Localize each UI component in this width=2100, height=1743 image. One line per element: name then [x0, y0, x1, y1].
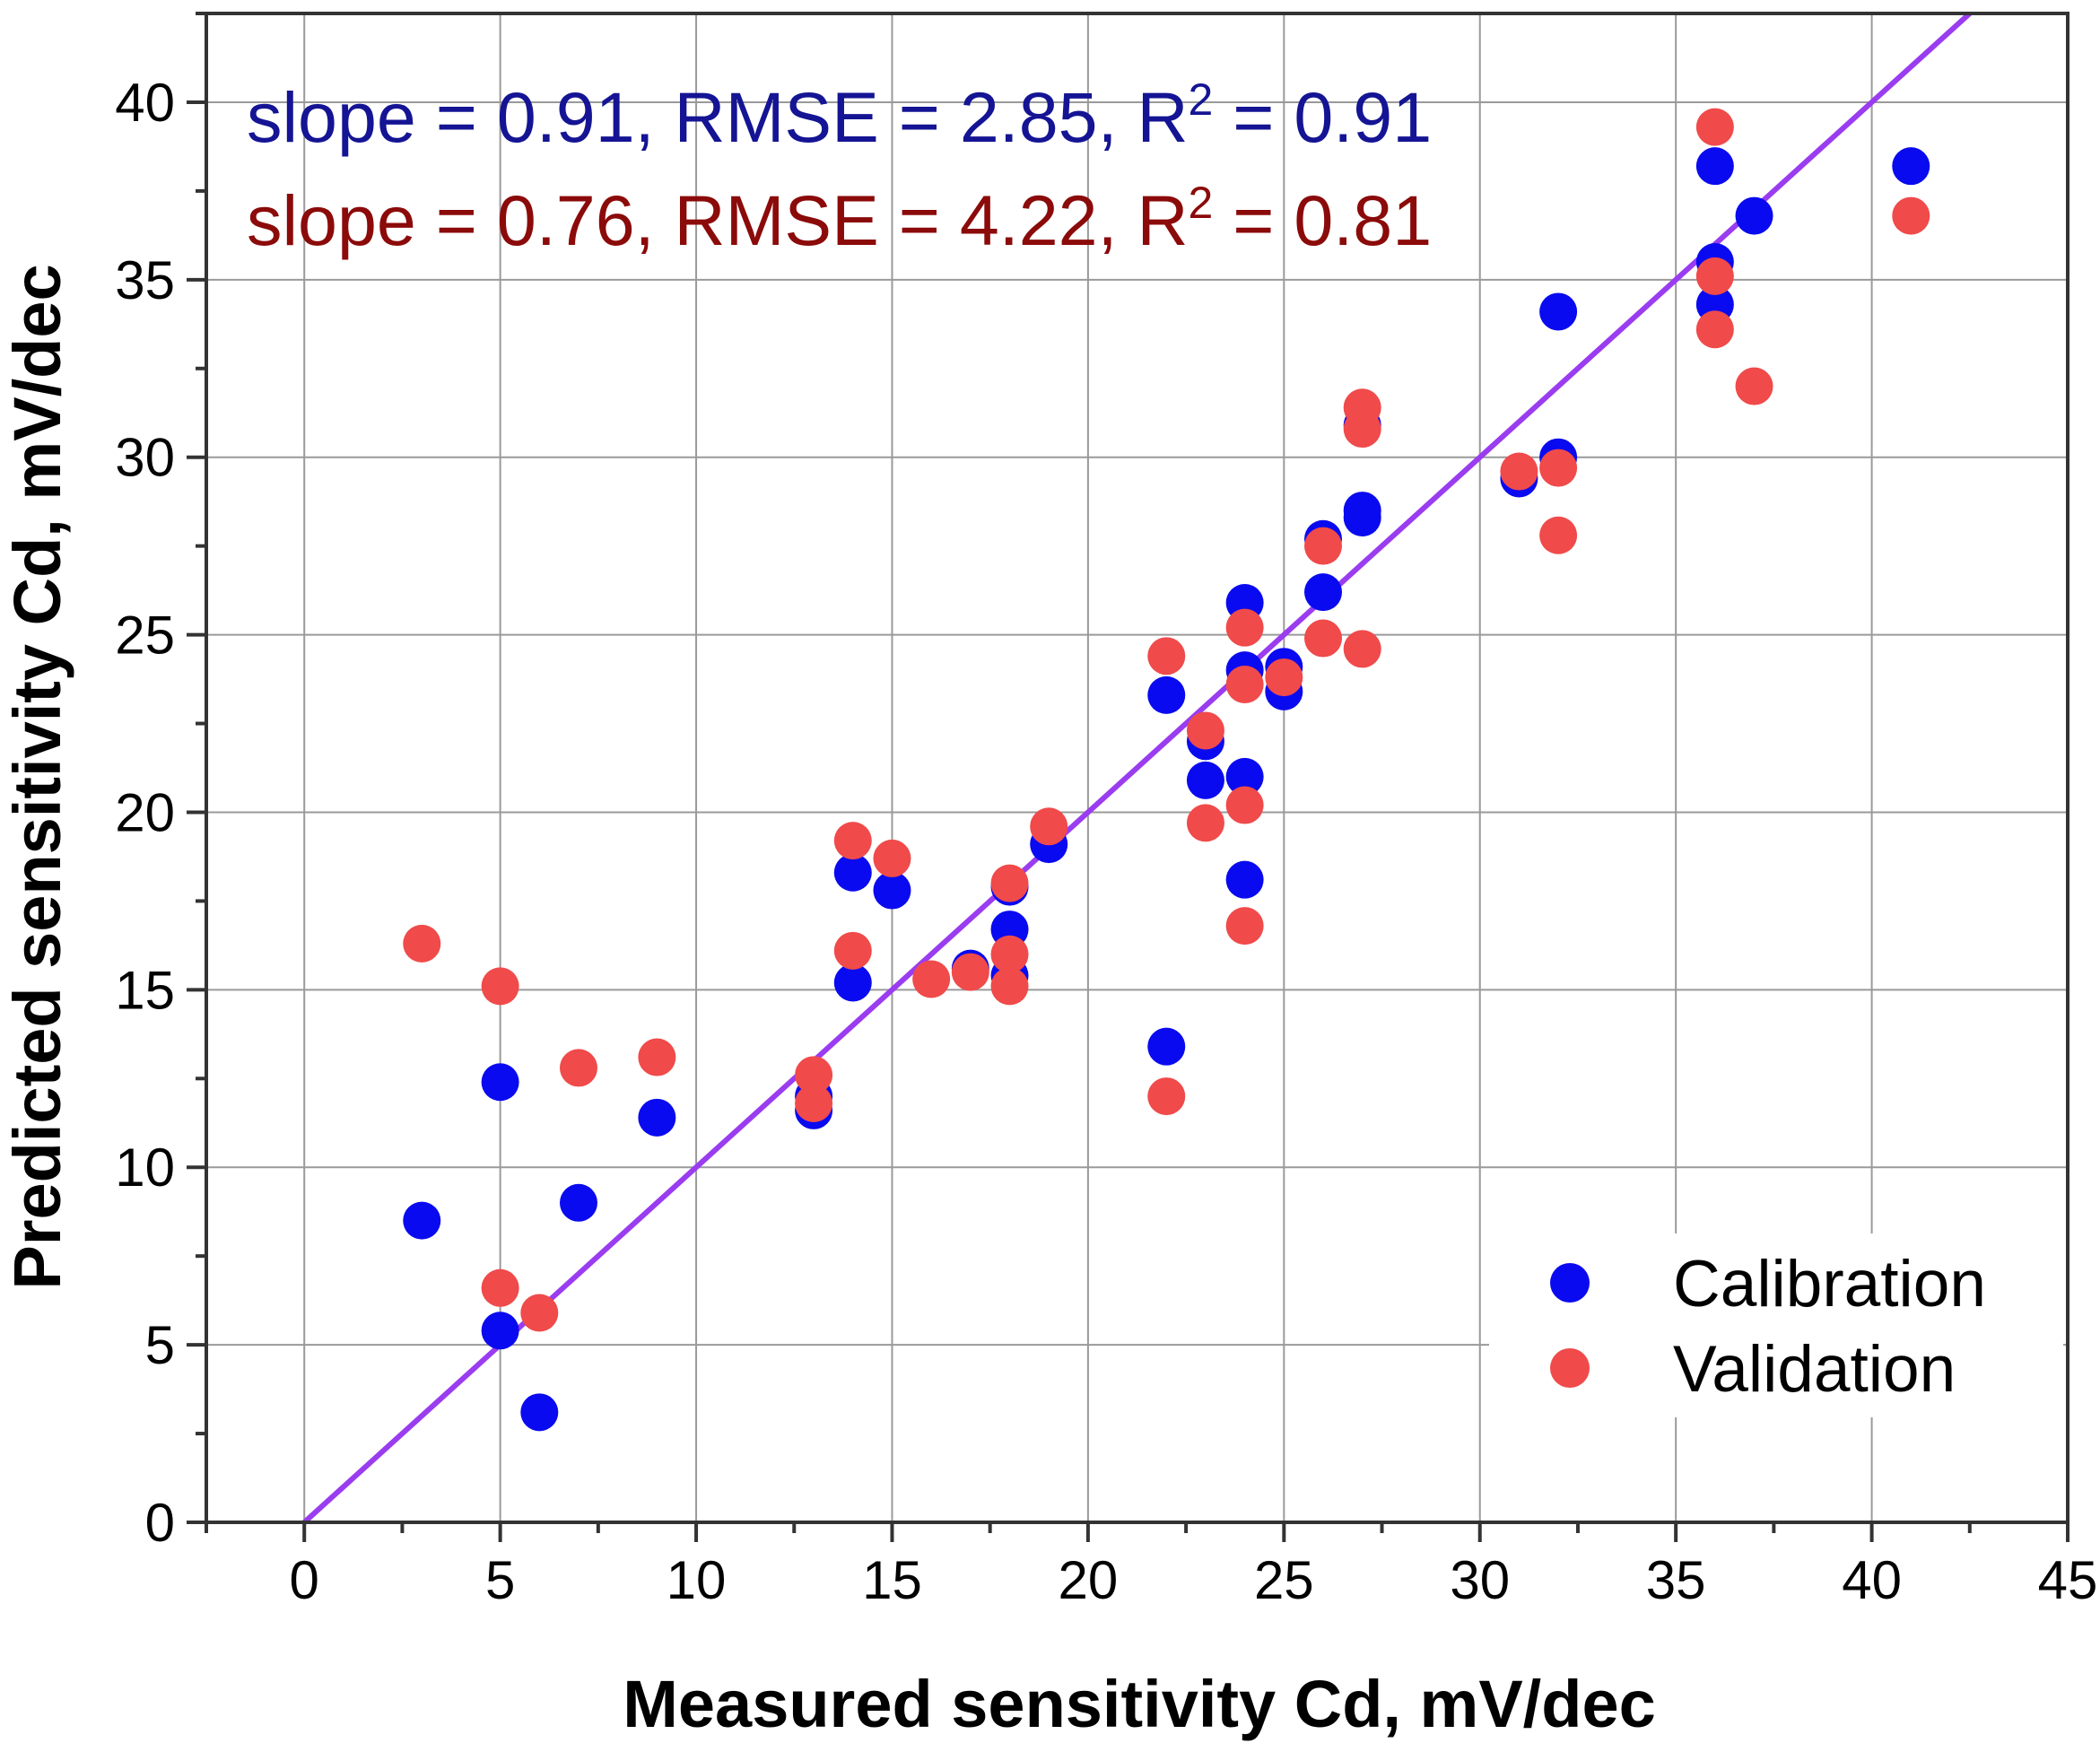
axis-ticks: 0 5 10 15 20 25 30 35 40 45 0 5 10 15 20 25 30 35 40	[115, 12, 2098, 1610]
calibration-point	[873, 871, 911, 910]
validation-point	[1892, 196, 1930, 235]
x-tick-label: 5	[485, 1550, 515, 1610]
legend-marker-calibration	[1550, 1263, 1590, 1303]
calibration-point	[1186, 761, 1224, 799]
legend-label-calibration: Calibration	[1673, 1248, 1986, 1320]
data-points	[403, 108, 1930, 1432]
validation-point	[912, 960, 951, 998]
x-tick-label: 30	[1450, 1550, 1510, 1610]
series-validation	[403, 108, 1930, 1332]
calibration-point	[1539, 292, 1578, 331]
validation-point	[1225, 786, 1264, 824]
validation-point	[1225, 665, 1264, 703]
calibration-point	[1892, 147, 1930, 186]
validation-point	[951, 953, 989, 991]
y-tick-label: 0	[145, 1493, 175, 1553]
validation-point	[481, 967, 519, 1006]
calibration-point	[481, 1312, 519, 1350]
calibration-point	[560, 1183, 597, 1222]
y-tick-label: 30	[115, 428, 175, 488]
calibration-point	[403, 1201, 441, 1240]
validation-point	[833, 931, 872, 970]
validation-point	[1343, 630, 1381, 668]
validation-point	[1030, 807, 1068, 846]
validation-point	[1225, 608, 1264, 647]
calibration-point	[1147, 675, 1186, 714]
x-tick-label: 45	[2038, 1550, 2098, 1610]
y-tick-label: 40	[115, 73, 175, 133]
x-tick-label: 0	[290, 1550, 319, 1610]
y-tick-label: 35	[115, 250, 175, 310]
legend-label-validation: Validation	[1673, 1333, 1956, 1406]
calibration-point	[833, 963, 872, 1002]
calibration-point	[1695, 147, 1734, 186]
validation-point	[1343, 410, 1381, 449]
calibration-point	[833, 853, 872, 892]
legend: Calibration Validation	[1489, 1233, 2063, 1417]
y-tick-label: 10	[115, 1137, 175, 1198]
y-tick-label: 15	[115, 960, 175, 1020]
y-tick-label: 25	[115, 606, 175, 666]
legend-background	[1489, 1233, 2063, 1417]
validation-point	[990, 864, 1029, 902]
validation-point	[1186, 804, 1224, 842]
validation-point	[638, 1038, 676, 1076]
validation-point	[1186, 711, 1224, 750]
x-tick-label: 15	[862, 1550, 922, 1610]
x-tick-label: 40	[1842, 1550, 1902, 1610]
calibration-point	[1225, 757, 1264, 796]
x-axis-title: Measured sensitivity Cd, mV/dec	[623, 1667, 1656, 1741]
validation-point	[990, 967, 1029, 1006]
x-tick-label: 25	[1254, 1550, 1314, 1610]
validation-point	[833, 822, 872, 860]
validation-point	[1695, 310, 1734, 349]
validation-point	[403, 924, 441, 963]
validation-point	[795, 1056, 833, 1094]
validation-point	[481, 1268, 519, 1307]
x-tick-label: 20	[1059, 1550, 1119, 1610]
validation-point	[873, 839, 911, 877]
reference-line	[302, 11, 1972, 1525]
validation-point	[1225, 907, 1264, 946]
validation-point	[1695, 108, 1734, 146]
calibration-point	[1147, 1027, 1186, 1066]
validation-point	[990, 935, 1029, 973]
validation-stats-annotation: slope = 0.76, RMSE = 4.22, R2 = 0.81	[247, 178, 1432, 260]
validation-point	[1695, 257, 1734, 295]
validation-point	[1304, 527, 1342, 565]
validation-point	[560, 1049, 597, 1087]
validation-point	[1265, 658, 1303, 697]
validation-point	[795, 1084, 833, 1122]
calibration-point	[1735, 196, 1773, 235]
legend-marker-validation	[1550, 1348, 1590, 1388]
validation-point	[1735, 367, 1773, 405]
calibration-point	[1304, 573, 1342, 612]
y-tick-label: 5	[145, 1315, 175, 1375]
calibration-point	[1225, 860, 1264, 899]
calibration-point	[1343, 498, 1381, 536]
y-tick-label: 20	[115, 782, 175, 842]
validation-point	[1539, 516, 1578, 554]
validation-point	[1147, 1077, 1186, 1116]
x-tick-label: 10	[667, 1550, 727, 1610]
calibration-stats-annotation: slope = 0.91, RMSE = 2.85, R2 = 0.91	[247, 74, 1432, 157]
plot-frame	[205, 12, 2070, 1524]
validation-point	[1539, 449, 1578, 487]
calibration-point	[481, 1063, 519, 1102]
validation-point	[1304, 619, 1342, 658]
validation-point	[520, 1294, 559, 1332]
reference-line-group	[302, 11, 1972, 1525]
x-tick-label: 35	[1646, 1550, 1706, 1610]
validation-point	[1500, 452, 1538, 491]
calibration-point	[520, 1393, 559, 1432]
validation-point	[1147, 637, 1186, 675]
calibration-point	[638, 1098, 676, 1137]
y-axis-title: Predicted sensitivity Cd, mV/dec	[0, 264, 74, 1289]
